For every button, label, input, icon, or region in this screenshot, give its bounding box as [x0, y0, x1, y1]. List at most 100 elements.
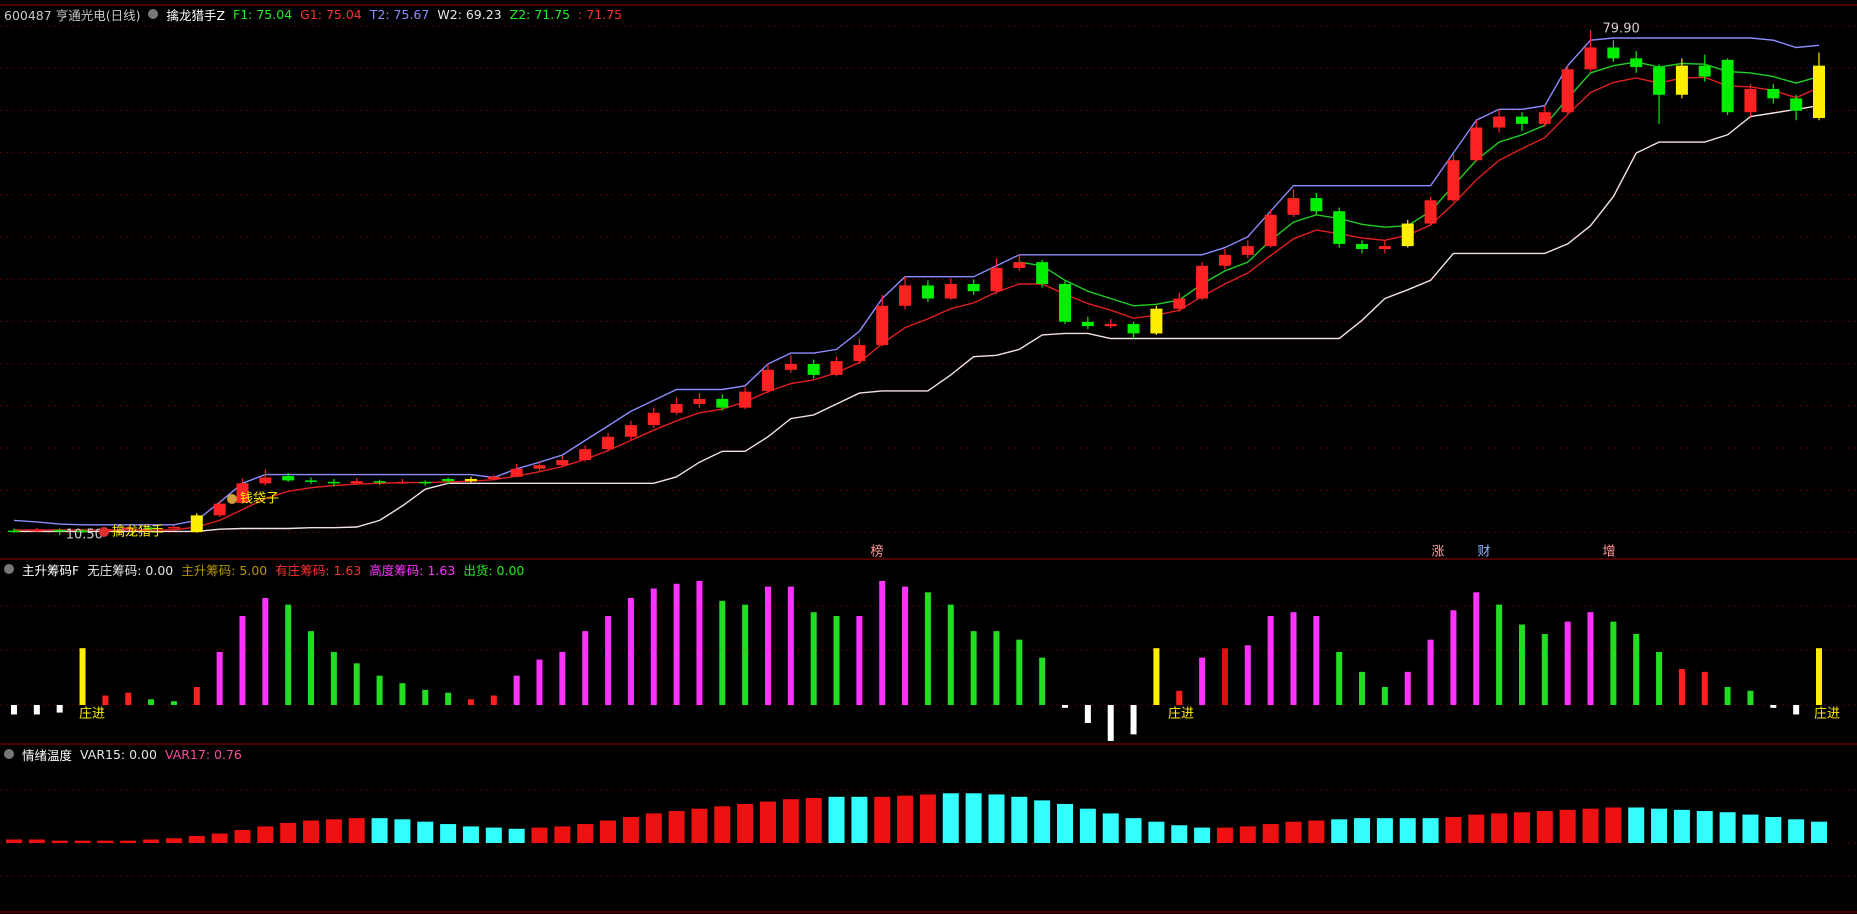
- candle-body: [350, 481, 363, 484]
- indicator-line: [1019, 61, 1820, 307]
- bar: [1587, 612, 1594, 705]
- candle-body: [1675, 65, 1688, 95]
- bar: [1016, 639, 1023, 705]
- bar: [1153, 648, 1160, 705]
- readout: F1: 75.04: [233, 6, 293, 22]
- candle-body: [122, 527, 135, 530]
- bar: [851, 796, 868, 843]
- candle-body: [1470, 127, 1483, 161]
- bar: [325, 819, 342, 843]
- candle-body: [1196, 265, 1209, 299]
- indicator-title: 主升筹码F: [22, 562, 80, 578]
- bar: [1125, 818, 1142, 843]
- bar: [485, 827, 502, 843]
- bar: [1244, 645, 1251, 705]
- bar: [462, 826, 479, 843]
- bar: [1359, 671, 1366, 705]
- signal-label: 庄进: [1168, 706, 1194, 722]
- bar: [605, 615, 612, 705]
- candle-body: [624, 425, 637, 437]
- bar: [216, 651, 223, 705]
- bar: [1194, 827, 1211, 843]
- candle-body: [1218, 254, 1231, 266]
- bar: [668, 811, 685, 843]
- bar: [805, 798, 822, 843]
- bar: [1491, 813, 1508, 843]
- bar: [1376, 818, 1393, 843]
- bar: [622, 816, 639, 843]
- candle-body: [1378, 246, 1391, 250]
- bar: [1011, 796, 1028, 843]
- bar: [810, 612, 817, 705]
- candle-body: [1013, 262, 1026, 268]
- candle-body: [464, 478, 477, 482]
- marker-label: 财: [1477, 545, 1490, 560]
- candle-body: [1150, 308, 1163, 334]
- bar: [467, 699, 474, 705]
- bar: [1313, 615, 1320, 705]
- candle-body: [693, 398, 706, 405]
- bar: [856, 615, 863, 705]
- bar: [1793, 705, 1800, 715]
- candle-body: [853, 345, 866, 362]
- candle-body: [1813, 65, 1825, 119]
- candle-body: [1081, 321, 1094, 327]
- candle-body: [1584, 47, 1597, 70]
- bar: [1079, 808, 1096, 843]
- bar: [1678, 669, 1685, 705]
- bar: [691, 808, 708, 843]
- bar: [1816, 648, 1822, 705]
- candle-body: [167, 526, 180, 529]
- bar: [308, 631, 315, 705]
- readout: VAR17: 0.76: [164, 746, 242, 762]
- candle-body: [8, 530, 20, 533]
- candle-body: [1127, 323, 1140, 334]
- candle-body: [396, 481, 409, 484]
- candle-body: [944, 283, 957, 299]
- bar: [1742, 814, 1759, 843]
- bar: [417, 821, 434, 843]
- candle-body: [373, 481, 386, 483]
- bar: [536, 659, 543, 705]
- price-header: 600487 亨通光电(日线) 擒龙猎手Z F1: 75.04 G1: 75.04…: [4, 5, 622, 23]
- bar: [257, 826, 274, 843]
- bar: [627, 597, 634, 705]
- bar: [1290, 612, 1297, 705]
- bar: [1651, 808, 1668, 843]
- bar: [211, 833, 228, 843]
- collapse-icon[interactable]: [4, 564, 14, 574]
- candle-body: [761, 369, 774, 391]
- candle-body: [259, 477, 272, 484]
- collapse-icon[interactable]: [148, 9, 159, 19]
- bar: [742, 604, 749, 705]
- bar: [559, 651, 566, 705]
- bar: [148, 699, 155, 705]
- bar: [1473, 592, 1480, 705]
- candle-body: [556, 460, 569, 466]
- bar: [902, 586, 909, 705]
- indicator-line: [14, 76, 1820, 531]
- low-label: 10.50: [66, 528, 103, 543]
- bar: [993, 631, 1000, 705]
- bar: [508, 828, 525, 843]
- bar: [737, 803, 754, 843]
- candle-body: [236, 483, 249, 503]
- signal-icon: [227, 494, 237, 504]
- signal-label: 钱袋子: [240, 492, 279, 507]
- bar: [1199, 657, 1206, 705]
- bar: [714, 806, 731, 843]
- candle-body: [899, 285, 912, 306]
- signal-label: 庄进: [1814, 706, 1840, 722]
- bar: [1445, 816, 1462, 843]
- collapse-icon[interactable]: [4, 749, 14, 759]
- bar: [879, 580, 886, 705]
- bar: [1057, 803, 1074, 843]
- candle-body: [1561, 69, 1574, 113]
- readout: W2: 69.23: [437, 6, 502, 22]
- readout: 有庄筹码: 1.63: [275, 562, 362, 578]
- candle-body: [1310, 198, 1323, 212]
- bar: [1673, 809, 1690, 843]
- indicator-title: 擒龙猎手Z: [166, 7, 226, 23]
